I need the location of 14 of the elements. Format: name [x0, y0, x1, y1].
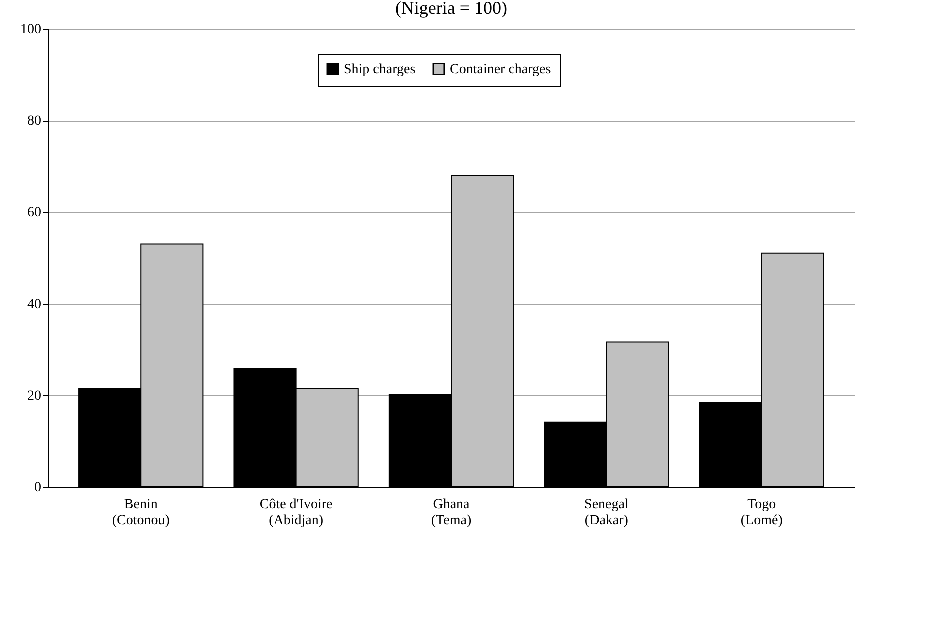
x-tick-label: Ghana (Tema) — [431, 498, 472, 528]
x-tick-label: Togo (Lomé) — [740, 498, 784, 528]
y-tick-label: 80 — [28, 114, 42, 130]
x-tick-label: Senegal (Dakar) — [584, 498, 629, 528]
y-tick-label: 20 — [28, 388, 42, 404]
legend-label: Ship charges — [344, 62, 416, 78]
y-tick-label: 40 — [28, 297, 42, 312]
legend-label: Container charges — [450, 62, 552, 78]
x-tick-label: Côte d'Ivoire (Abidjan) — [260, 498, 333, 528]
y-tick-label: 60 — [28, 206, 42, 221]
chart-title: (Nigeria = 100) — [395, 0, 508, 18]
y-tick-label: 100 — [20, 22, 42, 38]
x-tick-label: Benin (Cotonou) — [112, 498, 170, 528]
y-tick-label: 0 — [34, 480, 42, 496]
